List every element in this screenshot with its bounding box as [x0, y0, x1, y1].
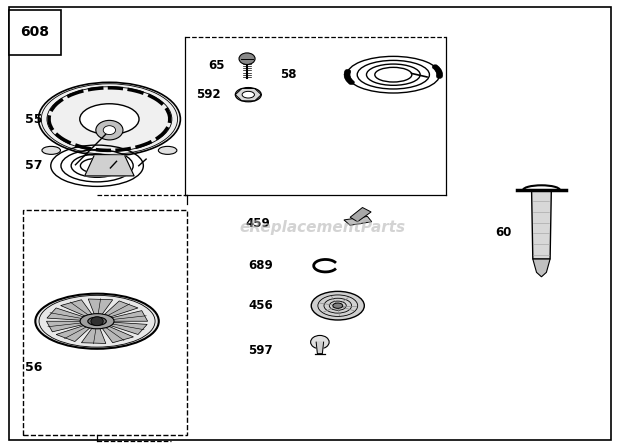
- Text: 597: 597: [249, 344, 273, 357]
- Circle shape: [96, 120, 123, 140]
- Polygon shape: [56, 325, 91, 342]
- Circle shape: [345, 77, 352, 82]
- Polygon shape: [350, 207, 371, 222]
- Text: 56: 56: [25, 361, 42, 375]
- Circle shape: [345, 69, 351, 74]
- Ellipse shape: [158, 146, 177, 154]
- Ellipse shape: [38, 82, 180, 156]
- Circle shape: [436, 72, 443, 77]
- Circle shape: [344, 71, 350, 75]
- Polygon shape: [102, 326, 133, 343]
- Ellipse shape: [42, 146, 61, 154]
- Polygon shape: [85, 156, 134, 176]
- Polygon shape: [531, 190, 551, 259]
- Ellipse shape: [88, 317, 106, 325]
- Polygon shape: [47, 308, 84, 320]
- Text: 689: 689: [248, 259, 273, 272]
- Polygon shape: [81, 328, 106, 343]
- Polygon shape: [111, 311, 148, 321]
- Ellipse shape: [80, 314, 114, 329]
- Ellipse shape: [242, 91, 254, 98]
- Ellipse shape: [333, 303, 343, 308]
- Circle shape: [91, 317, 104, 326]
- Bar: [9, 10, 61, 55]
- Circle shape: [436, 71, 443, 75]
- Circle shape: [436, 69, 442, 74]
- Ellipse shape: [80, 104, 139, 135]
- Circle shape: [345, 76, 351, 80]
- Ellipse shape: [236, 88, 261, 102]
- Circle shape: [436, 74, 443, 79]
- Polygon shape: [88, 299, 113, 315]
- Text: 57: 57: [25, 159, 42, 172]
- Polygon shape: [110, 322, 147, 334]
- Text: 65: 65: [208, 59, 225, 72]
- Ellipse shape: [35, 294, 159, 349]
- Circle shape: [435, 68, 441, 72]
- Text: 60: 60: [495, 226, 512, 239]
- Text: 592: 592: [196, 88, 221, 101]
- Polygon shape: [316, 342, 324, 354]
- Polygon shape: [61, 300, 92, 316]
- Circle shape: [434, 66, 440, 71]
- Text: 608: 608: [20, 25, 50, 39]
- Text: 456: 456: [248, 299, 273, 312]
- Circle shape: [311, 335, 329, 349]
- Text: 58: 58: [280, 68, 296, 81]
- Polygon shape: [344, 216, 372, 225]
- Bar: [23, 210, 187, 434]
- Polygon shape: [533, 259, 550, 277]
- Text: 55: 55: [25, 113, 42, 126]
- Circle shape: [344, 72, 350, 77]
- Circle shape: [104, 126, 115, 135]
- Polygon shape: [104, 301, 138, 317]
- Polygon shape: [46, 321, 84, 332]
- Ellipse shape: [311, 291, 365, 320]
- Circle shape: [432, 65, 438, 69]
- Circle shape: [344, 74, 350, 79]
- Circle shape: [239, 53, 255, 64]
- Text: eReplacementParts: eReplacementParts: [239, 220, 405, 236]
- Circle shape: [347, 79, 353, 83]
- Circle shape: [348, 80, 355, 84]
- Text: 459: 459: [245, 217, 270, 230]
